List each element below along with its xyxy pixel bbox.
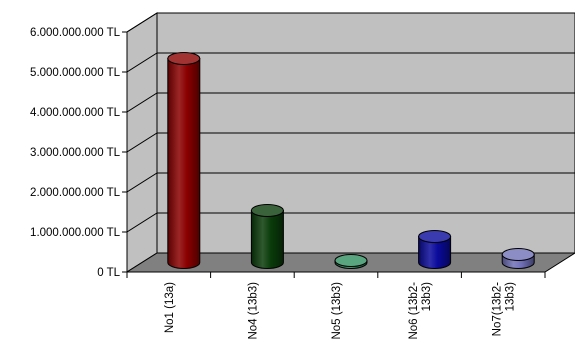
x-axis-labels: No1 (13a) No4 (13b3) No5 (13b3) No6 (13b2- 1… <box>164 282 517 340</box>
y-tick-label: 5.000.000.000 TL <box>30 67 121 79</box>
x-tick-label: 13b3) <box>421 282 433 312</box>
bar-body <box>418 236 452 269</box>
x-tick-label: No5 (13b3) <box>331 282 343 340</box>
gridline <box>126 92 575 113</box>
gridline <box>126 12 575 33</box>
bar-top <box>501 248 535 261</box>
x-tick-label: No7(13b2- <box>492 282 504 337</box>
gridlines <box>126 12 575 233</box>
y-tick-label: 0 TL <box>97 267 120 279</box>
bar-top <box>167 52 201 65</box>
y-tick-label: 2.000.000.000 TL <box>30 187 121 199</box>
bar <box>167 52 201 269</box>
x-tick-label: No6 (13b2- <box>408 282 420 340</box>
bar-top <box>418 230 452 243</box>
y-tick-label: 6.000.000.000 TL <box>30 27 121 39</box>
gridline <box>126 172 575 193</box>
y-tick-label: 4.000.000.000 TL <box>30 107 121 119</box>
bar-body <box>167 58 201 269</box>
bars <box>167 52 535 269</box>
x-tick-label: 13b3) <box>505 282 517 312</box>
bar-top <box>334 254 368 267</box>
x-tick-label: No4 (13b3) <box>247 282 259 340</box>
bar <box>501 248 535 269</box>
gridline <box>126 132 575 153</box>
y-tick-label: 3.000.000.000 TL <box>30 147 121 159</box>
x-tick-label: No1 (13a) <box>164 282 176 333</box>
bar <box>250 204 284 269</box>
gridline <box>126 52 575 73</box>
y-tick-label: 1.000.000.000 TL <box>30 227 121 239</box>
y-axis: 0 TL 1.000.000.000 TL 2.000.000.000 TL 3.00… <box>30 27 128 279</box>
bar <box>334 254 368 269</box>
bar-body <box>250 210 284 269</box>
gridline <box>126 212 575 233</box>
bar <box>418 230 452 269</box>
bar-top <box>250 204 284 217</box>
x-axis <box>126 271 546 278</box>
